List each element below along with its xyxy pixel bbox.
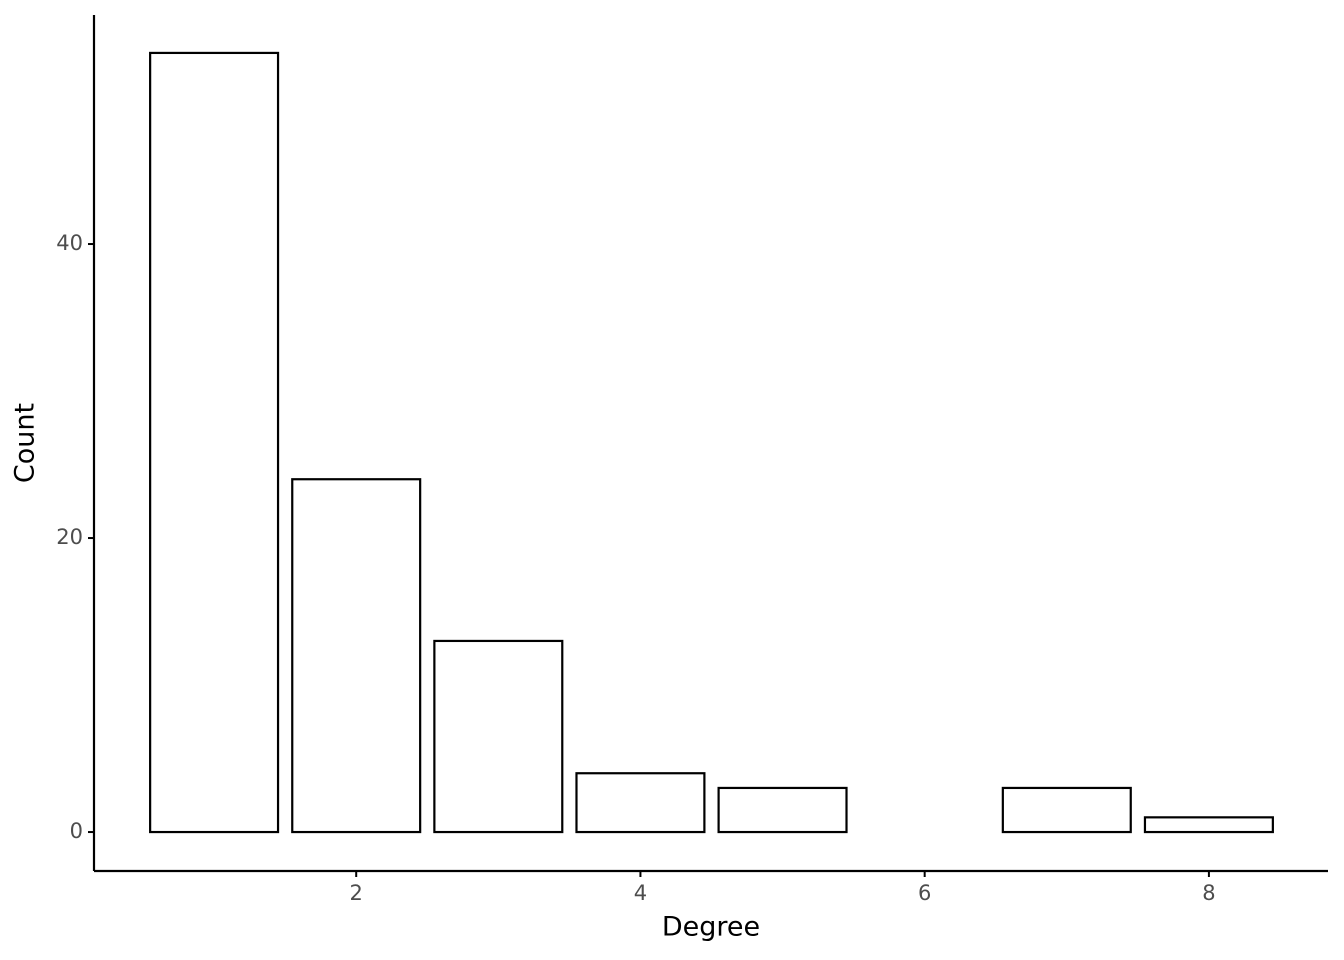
- x-tick-label: 4: [634, 881, 647, 905]
- bar: [717, 786, 848, 834]
- x-axis-title: Degree: [662, 912, 760, 943]
- bar: [149, 51, 280, 834]
- y-tick-label: 0: [70, 819, 83, 843]
- bar: [291, 478, 422, 834]
- bar: [1001, 786, 1132, 834]
- x-tick-label: 2: [350, 881, 363, 905]
- x-tick-label: 8: [1202, 881, 1215, 905]
- bar: [1143, 816, 1274, 834]
- y-axis-title: Count: [10, 403, 41, 483]
- bar: [575, 772, 706, 834]
- bar: [433, 639, 564, 834]
- x-tick-label: 6: [918, 881, 931, 905]
- y-tick-label: 40: [56, 231, 83, 255]
- y-tick-label: 20: [56, 525, 83, 549]
